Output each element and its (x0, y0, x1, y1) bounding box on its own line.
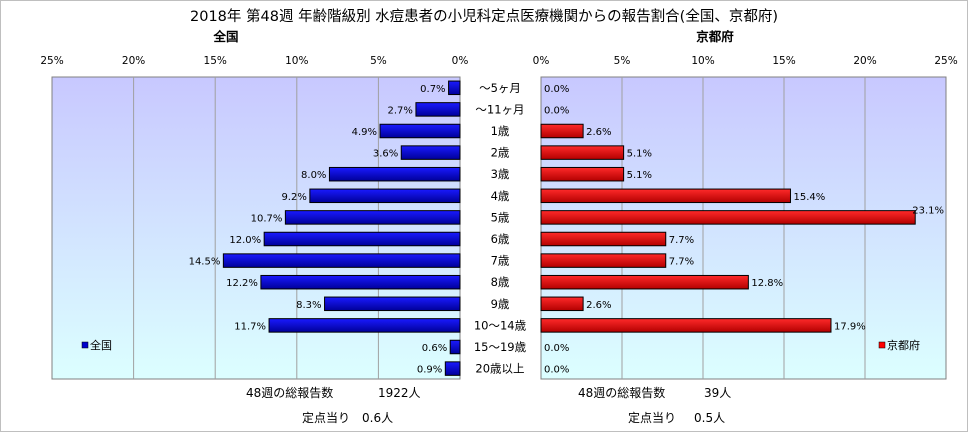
kyoto-value-label: 12.8% (751, 278, 783, 289)
national-value-label: 3.6% (373, 149, 398, 160)
chart-title: 2018年 第48週 年齢階級別 水痘患者の小児科定点医療機関からの報告割合(全… (190, 7, 778, 25)
legend-kyoto-label: 京都府 (887, 338, 920, 352)
kyoto-value-label: 5.1% (627, 149, 652, 160)
kyoto-total-value: 39人 (704, 386, 731, 400)
right-x-tick-label: 0% (533, 55, 550, 67)
category-label: 8歳 (491, 275, 510, 289)
left-x-tick-label: 5% (370, 55, 387, 67)
national-per-label: 定点当り (302, 410, 350, 425)
right-x-tick-label: 5% (614, 55, 631, 67)
national-value-label: 12.2% (226, 278, 258, 289)
national-value-label: 14.5% (189, 257, 221, 268)
national-per-value: 0.6人 (362, 411, 393, 425)
category-label: 5歳 (491, 210, 510, 224)
kyoto-value-label: 2.6% (586, 127, 611, 138)
kyoto-bar (540, 145, 625, 160)
national-bar (449, 339, 461, 355)
category-label: 15～19歳 (474, 340, 527, 354)
left-x-tick-label: 20% (122, 55, 145, 67)
category-label: 20歳以上 (475, 362, 524, 376)
legend-national-label: 全国 (90, 338, 112, 352)
kyoto-bar (540, 274, 749, 290)
national-bar (448, 80, 461, 96)
kyoto-value-label: 17.9% (834, 321, 866, 332)
national-value-label: 10.7% (251, 213, 283, 224)
right-x-tick-label: 20% (853, 55, 876, 67)
left-panel-header: 全国 (212, 29, 238, 44)
national-bar (263, 231, 461, 247)
left-plot-area (51, 76, 461, 380)
national-bar (400, 145, 461, 160)
national-value-label: 12.0% (229, 235, 261, 246)
national-value-label: 9.2% (281, 192, 306, 203)
kyoto-bar (540, 318, 832, 333)
national-bar (444, 361, 461, 376)
left-x-tick-label: 25% (40, 55, 63, 67)
national-total-label: 48週の総報告数 (246, 385, 333, 400)
national-value-label: 8.0% (301, 170, 326, 181)
left-x-tick-label: 0% (452, 55, 469, 67)
national-value-label: 0.6% (422, 343, 447, 354)
kyoto-total-label: 48週の総報告数 (578, 385, 665, 400)
kyoto-bar (540, 253, 667, 268)
right-panel-header: 京都府 (696, 29, 734, 44)
kyoto-bar (540, 188, 791, 204)
kyoto-value-label: 15.4% (793, 192, 825, 203)
kyoto-bar (540, 231, 667, 247)
national-bar (260, 274, 461, 290)
kyoto-value-label: 7.7% (669, 257, 694, 268)
kyoto-value-label: 7.7% (669, 235, 694, 246)
right-x-tick-label: 25% (934, 55, 957, 67)
national-bar (284, 210, 461, 225)
national-value-label: 0.9% (417, 365, 442, 376)
national-bar (415, 102, 461, 117)
kyoto-value-label: 0.0% (544, 343, 569, 354)
national-value-label: 11.7% (234, 321, 266, 332)
national-value-label: 4.9% (352, 127, 377, 138)
category-label: 6歳 (491, 232, 510, 246)
right-plot-area (540, 76, 947, 380)
national-bar (222, 253, 461, 268)
kyoto-value-label: 23.1% (912, 205, 944, 216)
national-value-label: 2.7% (388, 105, 413, 116)
kyoto-bar (540, 123, 584, 139)
kyoto-value-label: 2.6% (586, 300, 611, 311)
category-label: 7歳 (491, 254, 510, 268)
national-bar (379, 123, 461, 139)
category-label: ～5ヶ月 (479, 81, 521, 95)
kyoto-value-label: 0.0% (544, 105, 569, 116)
kyoto-bar (540, 296, 584, 312)
category-label: 9歳 (491, 297, 510, 311)
kyoto-bar (540, 166, 625, 182)
category-label: 1歳 (491, 124, 510, 138)
left-x-tick-label: 10% (285, 55, 308, 67)
right-x-tick-label: 15% (772, 55, 795, 67)
kyoto-value-label: 0.0% (544, 365, 569, 376)
kyoto-per-label: 定点当り (628, 410, 676, 425)
national-value-label: 0.7% (420, 84, 445, 95)
kyoto-value-label: 5.1% (627, 170, 652, 181)
category-label: 4歳 (491, 189, 510, 203)
national-bar (328, 166, 461, 182)
category-label: 2歳 (491, 146, 510, 160)
category-label: ～11ヶ月 (475, 102, 524, 116)
national-value-label: 8.3% (296, 300, 321, 311)
kyoto-value-label: 0.0% (544, 84, 569, 95)
kyoto-bar (540, 210, 916, 225)
right-x-tick-label: 10% (691, 55, 714, 67)
left-x-tick-label: 15% (204, 55, 227, 67)
legend-national-swatch (81, 341, 89, 349)
national-bar (309, 188, 461, 204)
kyoto-per-value: 0.5人 (694, 411, 725, 425)
category-label: 10～14歳 (474, 318, 527, 332)
legend-kyoto-swatch (878, 341, 886, 349)
national-bar (268, 318, 461, 333)
national-total-value: 1922人 (378, 386, 421, 400)
national-bar (324, 296, 461, 312)
category-label: 3歳 (491, 167, 510, 181)
